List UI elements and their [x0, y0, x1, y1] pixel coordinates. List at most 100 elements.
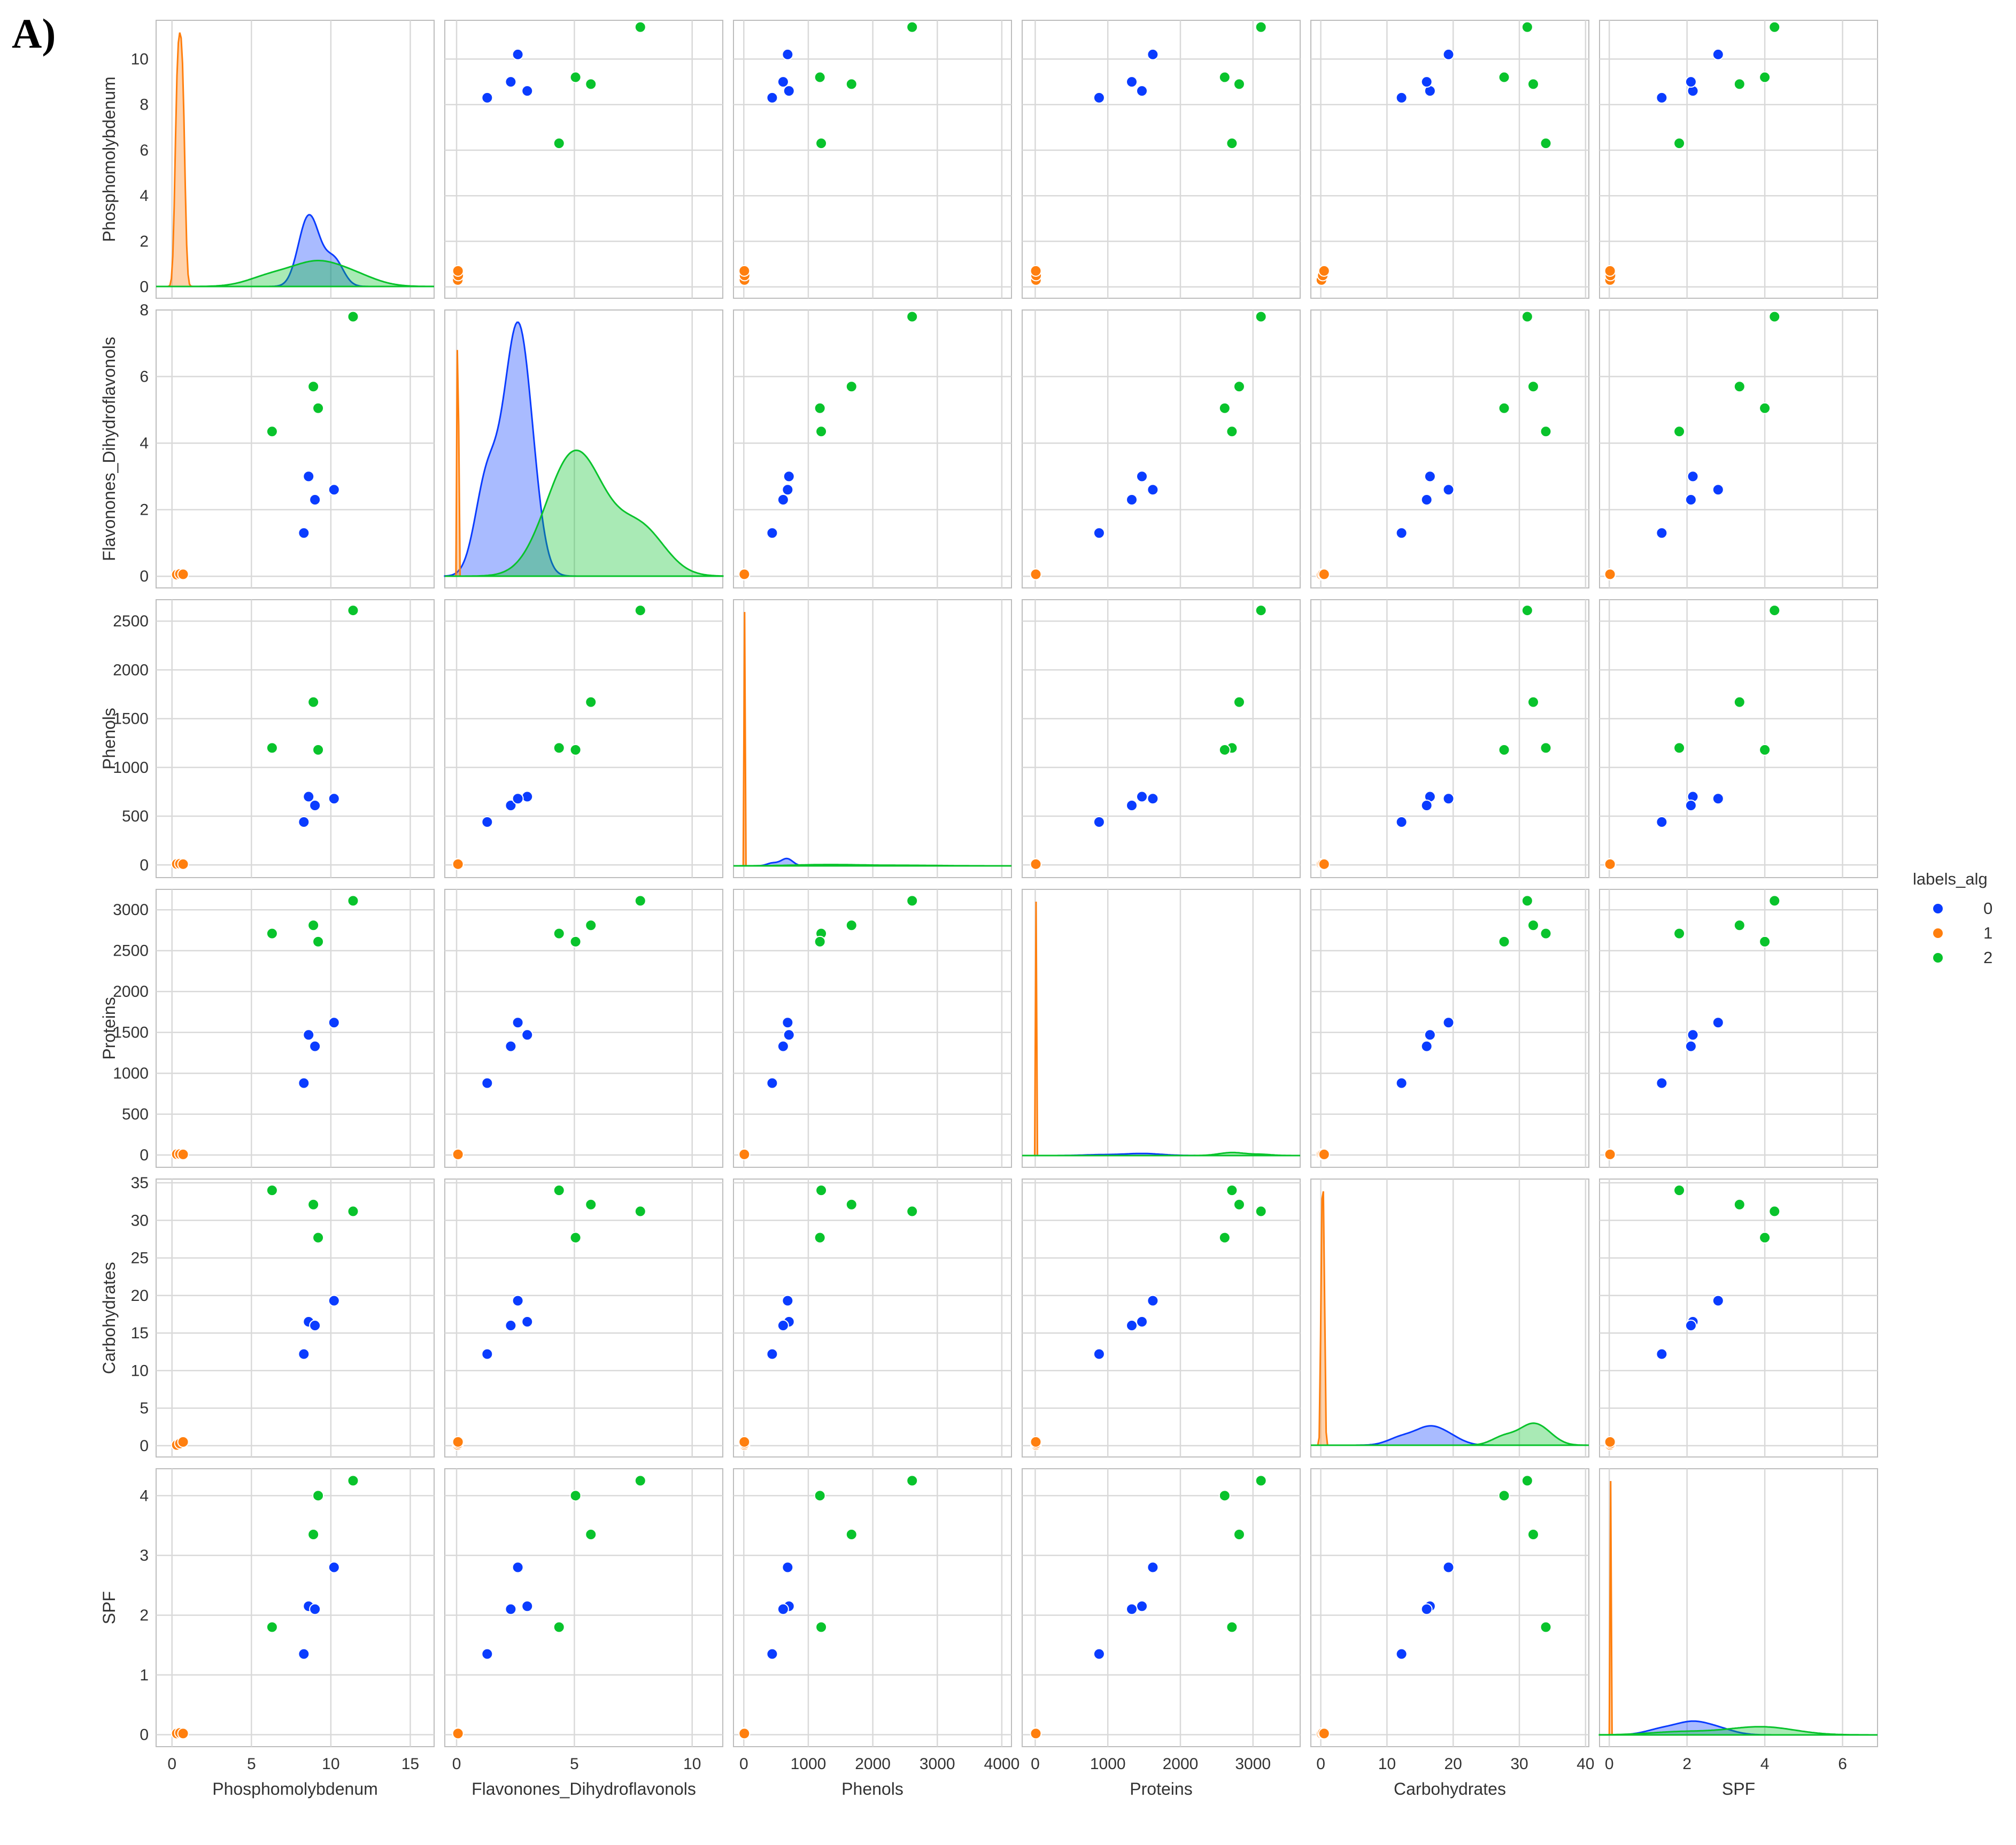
y-tick-label: 0	[140, 1437, 149, 1455]
x-axis-label-spf: SPF	[1722, 1779, 1755, 1799]
x-tick-label: 4	[1760, 1755, 1770, 1773]
y-tick-label: 0	[140, 568, 149, 585]
x-tick-label: 0	[1316, 1755, 1325, 1773]
data-point-label-1	[177, 1436, 189, 1448]
data-point-label-2	[1527, 78, 1539, 90]
data-point-label-0	[1442, 484, 1455, 496]
data-point-label-2	[585, 1529, 597, 1541]
x-tick-label: 0	[1031, 1755, 1040, 1773]
panel-frame	[156, 1179, 435, 1458]
data-point-label-2	[312, 743, 325, 756]
data-point-label-2	[1527, 381, 1539, 393]
panel-frame	[156, 889, 435, 1168]
data-point-label-1	[1604, 858, 1616, 870]
panel-frame	[1599, 889, 1878, 1168]
data-point-label-1	[452, 1148, 464, 1160]
panel-phosphomolybdenum-vs-phenols	[733, 20, 1012, 299]
x-tick-label: 10	[322, 1755, 339, 1773]
panel-spf-vs-phenols	[733, 1468, 1012, 1747]
data-point-label-2	[814, 402, 826, 414]
panel-frame	[444, 1468, 723, 1747]
y-tick-label: 2	[140, 1607, 149, 1624]
data-point-label-2	[1226, 1184, 1238, 1197]
data-point-label-2	[1759, 743, 1771, 756]
panel-phenols-vs-spf	[1599, 599, 1878, 878]
data-point-label-0	[1712, 484, 1724, 496]
data-point-label-0	[1712, 1294, 1724, 1307]
data-point-label-0	[328, 484, 340, 496]
x-axis-label-flavonones-dihydroflavonols: Flavonones_Dihydroflavonols	[472, 1779, 696, 1799]
data-point-label-0	[1093, 91, 1105, 104]
panel-frame	[1022, 1468, 1301, 1747]
data-point-label-2	[1521, 604, 1533, 617]
x-tick-label: 0	[167, 1755, 176, 1773]
legend-marker-2	[1932, 952, 1944, 964]
data-point-label-1	[177, 1148, 189, 1160]
data-point-label-0	[309, 1040, 321, 1052]
data-point-label-0	[1126, 76, 1138, 88]
panel-proteins-vs-proteins	[1022, 889, 1301, 1168]
x-axis-label-phenols: Phenols	[841, 1779, 903, 1799]
kde-curve-label-2	[1598, 1726, 1878, 1736]
data-point-label-0	[766, 1348, 778, 1360]
data-point-label-2	[266, 1184, 278, 1197]
y-tick-label: 1500	[113, 1024, 149, 1042]
data-point-label-2	[347, 311, 359, 323]
data-point-label-2	[553, 1184, 565, 1197]
data-point-label-1	[1604, 1436, 1616, 1448]
panel-frame	[1310, 309, 1589, 588]
data-point-label-1	[738, 568, 751, 580]
data-point-label-2	[1218, 71, 1231, 83]
y-tick-label: 0	[140, 856, 149, 874]
panel-flavonones-dihydroflavonols-vs-proteins	[1022, 309, 1301, 588]
data-point-label-2	[1521, 21, 1533, 33]
data-point-label-0	[782, 484, 794, 496]
panel-frame	[156, 20, 435, 299]
data-point-label-2	[1733, 1198, 1745, 1211]
data-point-label-2	[1233, 696, 1245, 708]
panel-frame	[1310, 599, 1589, 878]
panel-frame	[1310, 1179, 1589, 1458]
data-point-label-0	[1147, 793, 1159, 805]
data-point-label-1	[1030, 858, 1042, 870]
data-point-label-0	[481, 1648, 493, 1660]
y-tick-label: 4	[140, 435, 149, 452]
data-point-label-2	[634, 1205, 646, 1218]
data-point-label-0	[512, 793, 524, 805]
data-point-label-0	[1147, 1561, 1159, 1573]
panel-proteins-vs-phosphomolybdenum	[156, 889, 435, 1168]
legend-title: labels_alg	[1913, 870, 1988, 888]
x-tick-label: 3000	[1235, 1755, 1271, 1773]
y-tick-label: 2000	[113, 983, 149, 1001]
y-tick-label: 6	[140, 142, 149, 159]
legend-marker-1	[1932, 927, 1944, 939]
y-tick-label: 0	[140, 1146, 149, 1164]
y-tick-label: 500	[122, 808, 149, 825]
data-point-label-2	[1768, 604, 1781, 617]
data-point-label-0	[1712, 1017, 1724, 1029]
kde-curve-label-2	[156, 260, 435, 288]
x-axis-label-phosphomolybdenum: Phosphomolybdenum	[212, 1779, 378, 1799]
data-point-label-2	[1768, 311, 1781, 323]
panel-frame	[444, 1179, 723, 1458]
data-point-label-0	[783, 85, 795, 97]
panel-flavonones-dihydroflavonols-vs-phenols	[733, 309, 1012, 588]
panel-flavonones-dihydroflavonols-vs-carbohydrates	[1310, 309, 1589, 588]
data-point-label-0	[1656, 1348, 1668, 1360]
panel-spf-vs-carbohydrates	[1310, 1468, 1589, 1747]
data-point-label-2	[553, 742, 565, 754]
x-tick-label: 0	[452, 1755, 461, 1773]
y-axis-label-carbohydrates: Carbohydrates	[99, 1262, 119, 1374]
y-axis-label-proteins: Proteins	[99, 997, 119, 1059]
data-point-label-2	[1255, 604, 1267, 617]
data-point-label-2	[347, 895, 359, 907]
data-point-label-2	[1521, 895, 1533, 907]
data-point-label-0	[766, 91, 778, 104]
panel-label: A)	[12, 10, 56, 57]
data-point-label-0	[1136, 85, 1148, 97]
data-point-label-2	[814, 71, 826, 83]
panel-phenols-vs-proteins	[1022, 599, 1301, 878]
data-point-label-1	[1030, 1727, 1042, 1740]
data-point-label-2	[585, 696, 597, 708]
data-point-label-0	[298, 1348, 310, 1360]
